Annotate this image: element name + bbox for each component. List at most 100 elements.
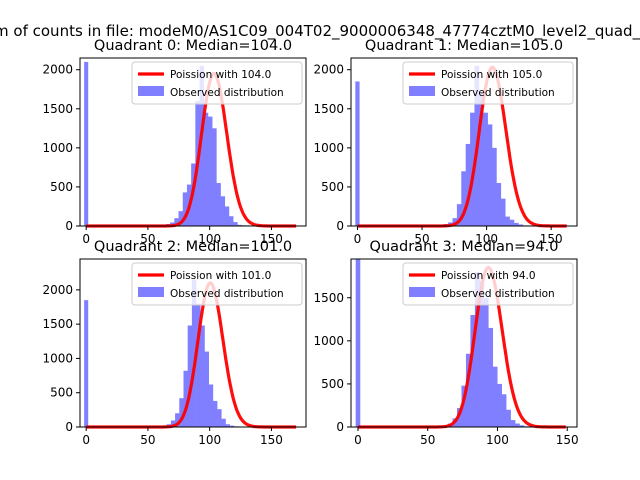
histogram-bar-outlier [355,81,360,226]
histogram-bar [500,198,506,226]
legend-frame [131,61,303,105]
axes-frame [350,57,578,227]
legend-frame [131,262,303,306]
subplot-quadrant-0: Quadrant 0: Median=104.0 0 50 100 1500 500 100… [42,38,307,246]
legend-poisson-label: Poission with 94.0 [441,270,536,282]
x-tick-label: 100 [475,232,498,246]
x-tick-label: 50 [140,232,155,246]
y-tick-label: 500 [50,386,73,400]
legend: Poission with 105.0 Observed distribution [402,61,574,105]
histogram-bar [456,204,462,226]
histogram-bar [506,409,511,427]
histogram-bar [518,224,524,226]
subplot-quadrant-1: Quadrant 1: Median=105.00 50 100 1500500100… [313,38,578,246]
histogram-bar [179,398,184,427]
histogram-bar [501,394,507,427]
subplot-title: Quadrant 1: Median=105.0 [365,38,563,54]
histogram-bar [199,65,205,226]
y-tick-label: 0 [65,219,73,233]
histogram-bar [187,325,193,427]
legend-observed-swatch [138,86,164,96]
y-tick-label: 1000 [42,141,73,155]
histogram-bar [515,423,520,427]
x-tick-label: 150 [260,232,283,246]
x-tick-label: 50 [420,433,435,447]
x-tick-label: 150 [260,433,283,447]
axes-frame [79,57,307,227]
histogram-bar [182,192,188,226]
histogram-bar [204,351,209,427]
histogram-bar-outlier [84,300,89,427]
histogram-bar [519,425,525,427]
y-tick-label: 2000 [42,63,73,77]
figure-title: Histogram of counts in file: modeM0/AS1C… [0,22,640,41]
y-tick-label: 1500 [42,102,73,116]
y-tick-label: 2000 [313,63,344,77]
subplot-title: Quadrant 0: Median=104.0 [94,38,292,54]
histogram-bar [207,116,213,226]
histogram-bar-outlier [355,259,361,427]
histogram-bar [510,420,516,427]
histogram-bar [479,280,485,427]
histogram-bar [465,353,471,427]
axes-frame [350,258,578,428]
histogram-bar [216,183,221,226]
x-tick-label: 0 [354,232,362,246]
legend: Poission with 104.0 Observed distribution [131,61,303,105]
y-tick-label: 1500 [42,317,73,331]
subplot-quadrant-2: Quadrant 2: Median=101.00 50 100 1500500100… [42,239,307,447]
legend-observed-label: Observed distribution [441,87,555,99]
histogram-bar [461,385,467,427]
legend: Poission with 94.0 Observed distribution [402,262,574,306]
histogram-bar [208,384,214,427]
histogram-bar [191,279,197,427]
histogram-bar [492,147,497,226]
histogram-bar-outlier [84,61,89,226]
histogram-bar [212,128,217,226]
legend-frame [402,262,574,306]
histogram-bar [492,366,498,427]
histogram-bar [224,206,230,226]
histogram-bar [225,424,230,427]
y-tick-label: 0 [336,420,344,434]
histogram-bar [212,400,218,427]
histogram-bar [497,383,502,427]
legend-observed-swatch [138,287,164,297]
histogram-bar [228,216,234,226]
subplot-quadrant-3: Quadrant 3: Median=94.00 50 100 15005001000… [313,239,578,447]
panels: Quadrant 0: Median=104.00 50 100 1500500100… [42,38,578,447]
histogram-bar [474,271,480,427]
histogram-bar [217,409,222,427]
legend: Poission with 101.0 Observed distribution [131,262,303,306]
histogram-bar [174,218,179,226]
x-tick-label: 0 [354,433,362,447]
legend-poisson-label: Poission with 104.0 [170,69,271,81]
y-tick-label: 1000 [42,351,73,365]
x-tick-label: 150 [540,232,563,246]
y-tick-label: 500 [50,180,73,194]
legend-observed-swatch [409,86,435,96]
y-tick-label: 500 [321,377,344,391]
y-tick-label: 0 [65,420,73,434]
y-tick-label: 0 [336,219,344,233]
legend-observed-label: Observed distribution [170,87,284,99]
legend-frame [402,61,574,105]
histogram-bar [505,216,510,226]
legend-observed-label: Observed distribution [441,288,555,300]
y-tick-label: 500 [321,180,344,194]
histogram-bar [183,370,188,427]
histogram-bar [487,124,493,226]
histogram-bar [220,196,226,226]
histogram-bar [488,327,494,427]
y-tick-label: 1500 [313,102,344,116]
x-tick-label: 100 [198,232,221,246]
x-tick-label: 100 [198,433,221,447]
histogram-bar [509,219,515,226]
histogram-bar [229,425,235,427]
x-tick-label: 0 [82,433,90,447]
histogram-bar [178,211,184,226]
histogram-bar [457,408,462,427]
histogram-bar [203,112,209,226]
y-tick-label: 1000 [313,141,344,155]
